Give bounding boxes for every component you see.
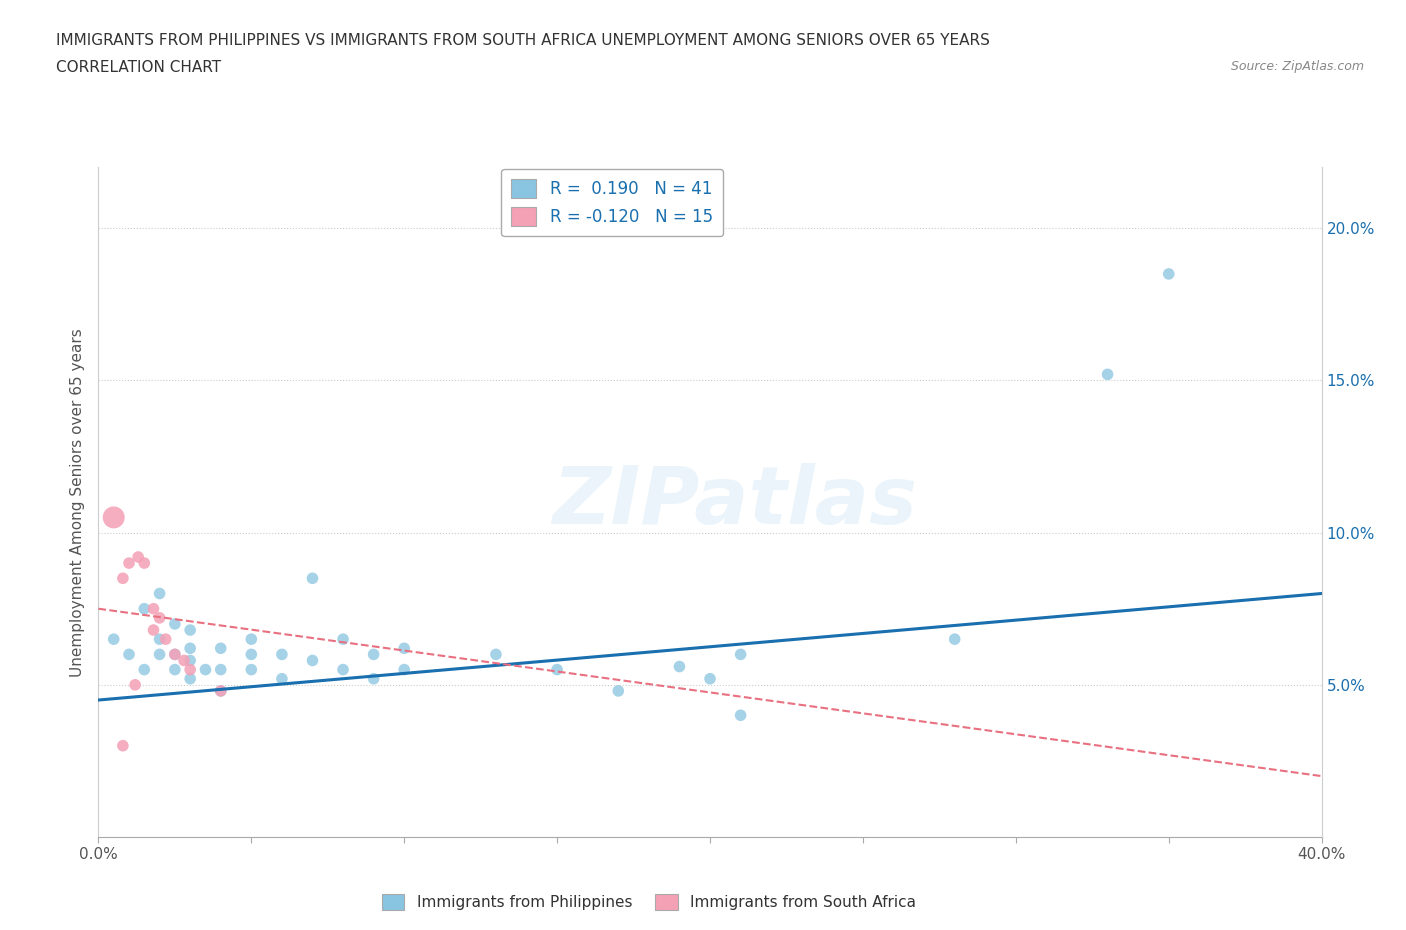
- Point: [179, 653, 201, 668]
- Point: [142, 602, 165, 617]
- Point: [163, 647, 186, 662]
- Point: [134, 602, 156, 617]
- Point: [173, 653, 195, 668]
- Text: IMMIGRANTS FROM PHILIPPINES VS IMMIGRANTS FROM SOUTH AFRICA UNEMPLOYMENT AMONG S: IMMIGRANTS FROM PHILIPPINES VS IMMIGRANT…: [56, 33, 990, 47]
- Point: [155, 631, 177, 646]
- Text: ZIPatlas: ZIPatlas: [553, 463, 917, 541]
- Point: [1157, 267, 1180, 282]
- Point: [149, 631, 172, 646]
- Point: [134, 662, 156, 677]
- Point: [546, 662, 568, 677]
- Point: [209, 641, 232, 656]
- Text: Source: ZipAtlas.com: Source: ZipAtlas.com: [1230, 60, 1364, 73]
- Point: [301, 653, 323, 668]
- Point: [163, 662, 186, 677]
- Point: [111, 738, 134, 753]
- Point: [485, 647, 508, 662]
- Point: [699, 671, 721, 686]
- Point: [149, 610, 172, 625]
- Point: [209, 684, 232, 698]
- Point: [363, 671, 385, 686]
- Point: [209, 684, 232, 698]
- Point: [179, 662, 201, 677]
- Text: CORRELATION CHART: CORRELATION CHART: [56, 60, 221, 75]
- Point: [363, 647, 385, 662]
- Point: [163, 617, 186, 631]
- Point: [240, 631, 263, 646]
- Point: [179, 622, 201, 637]
- Point: [124, 677, 146, 692]
- Point: [118, 647, 141, 662]
- Point: [163, 647, 186, 662]
- Point: [194, 662, 217, 677]
- Point: [240, 662, 263, 677]
- Point: [730, 647, 752, 662]
- Point: [142, 622, 165, 637]
- Point: [149, 647, 172, 662]
- Point: [332, 631, 354, 646]
- Legend: Immigrants from Philippines, Immigrants from South Africa: Immigrants from Philippines, Immigrants …: [375, 888, 922, 916]
- Y-axis label: Unemployment Among Seniors over 65 years: Unemployment Among Seniors over 65 years: [70, 328, 86, 677]
- Point: [149, 586, 172, 601]
- Point: [943, 631, 966, 646]
- Point: [134, 555, 156, 570]
- Point: [240, 647, 263, 662]
- Point: [270, 647, 292, 662]
- Point: [179, 641, 201, 656]
- Point: [392, 641, 416, 656]
- Point: [332, 662, 354, 677]
- Point: [127, 550, 149, 565]
- Point: [103, 631, 125, 646]
- Point: [301, 571, 323, 586]
- Point: [209, 662, 232, 677]
- Point: [270, 671, 292, 686]
- Point: [111, 571, 134, 586]
- Point: [179, 671, 201, 686]
- Point: [1097, 367, 1119, 382]
- Point: [392, 662, 416, 677]
- Point: [607, 684, 630, 698]
- Point: [668, 659, 690, 674]
- Point: [103, 510, 125, 525]
- Point: [730, 708, 752, 723]
- Point: [118, 555, 141, 570]
